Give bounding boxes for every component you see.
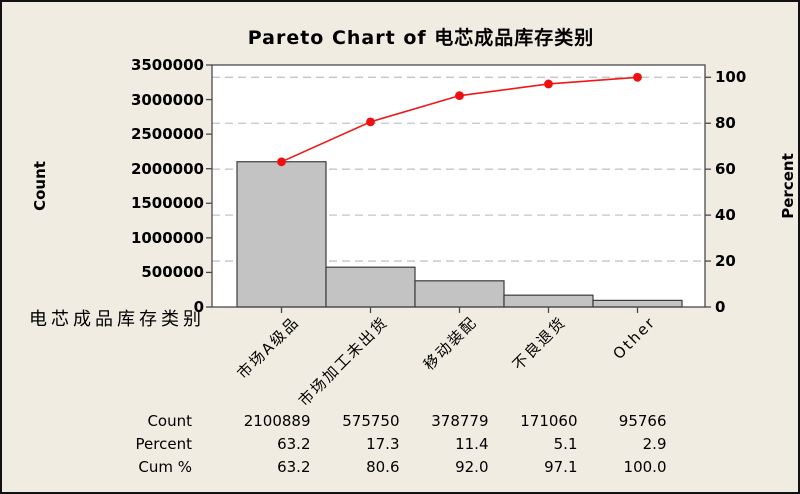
cumulative-point <box>455 91 464 101</box>
count-axis-tick-label: 2500000 <box>130 125 204 144</box>
table-cell: 171060 <box>520 412 578 430</box>
chart-title: Pareto Chart of 电芯成品库存类别 <box>247 27 595 49</box>
category-label: 市场加工未出货 <box>295 313 393 410</box>
category-axis-title: 电芯成品库存类别 <box>29 309 205 330</box>
category-label: 市场A级品 <box>233 313 304 383</box>
pareto-bar <box>325 266 416 308</box>
pareto-bar <box>414 280 505 308</box>
table-row-label: Count <box>147 412 192 430</box>
count-axis-tick-label: 3500000 <box>130 56 204 74</box>
table-cell: 100.0 <box>623 458 667 476</box>
table-cell: 575750 <box>342 412 400 430</box>
table-cell: 97.1 <box>544 458 578 476</box>
percent-axis-tick-label: 80 <box>715 114 736 133</box>
category-label: 不良退货 <box>509 313 571 374</box>
table-cell: 2100889 <box>243 412 311 430</box>
table-cell: 2.9 <box>642 435 667 453</box>
table-cell: 11.4 <box>455 435 489 453</box>
count-axis-tick-label: 1500000 <box>130 194 204 213</box>
cumulative-point <box>633 72 642 82</box>
cumulative-point <box>544 79 553 89</box>
cumulative-point <box>277 157 286 167</box>
category-label: 移动装配 <box>420 313 482 374</box>
count-axis-tick-label: 2000000 <box>130 159 204 178</box>
count-axis-tick-label: 1000000 <box>130 228 204 247</box>
percent-axis-tick-label: 100 <box>715 68 747 87</box>
table-cell: 17.3 <box>366 435 400 453</box>
percent-axis-tick-label: 60 <box>715 160 736 179</box>
plot-frame <box>211 64 706 308</box>
category-label: Other <box>609 313 660 363</box>
table-cell: 92.0 <box>455 458 489 476</box>
percent-axis-tick-label: 0 <box>715 298 726 316</box>
table-cell: 5.1 <box>553 435 578 453</box>
count-axis-tick-label: 3000000 <box>130 90 204 109</box>
table-cell: 63.2 <box>277 435 311 453</box>
table-cell: 378779 <box>431 412 489 430</box>
table-row-label: Cum % <box>138 458 192 476</box>
count-axis-tick-label: 500000 <box>141 263 204 282</box>
table-cell: 63.2 <box>277 458 311 476</box>
percent-axis-tick-label: 40 <box>715 206 736 225</box>
table-cell: 95766 <box>618 412 667 430</box>
count-axis-tick-label: 0 <box>193 298 204 316</box>
table-cell: 80.6 <box>366 458 400 476</box>
table-row-label: Percent <box>135 435 192 453</box>
cumulative-point <box>366 117 375 127</box>
percent-axis-tick-label: 20 <box>715 252 736 271</box>
